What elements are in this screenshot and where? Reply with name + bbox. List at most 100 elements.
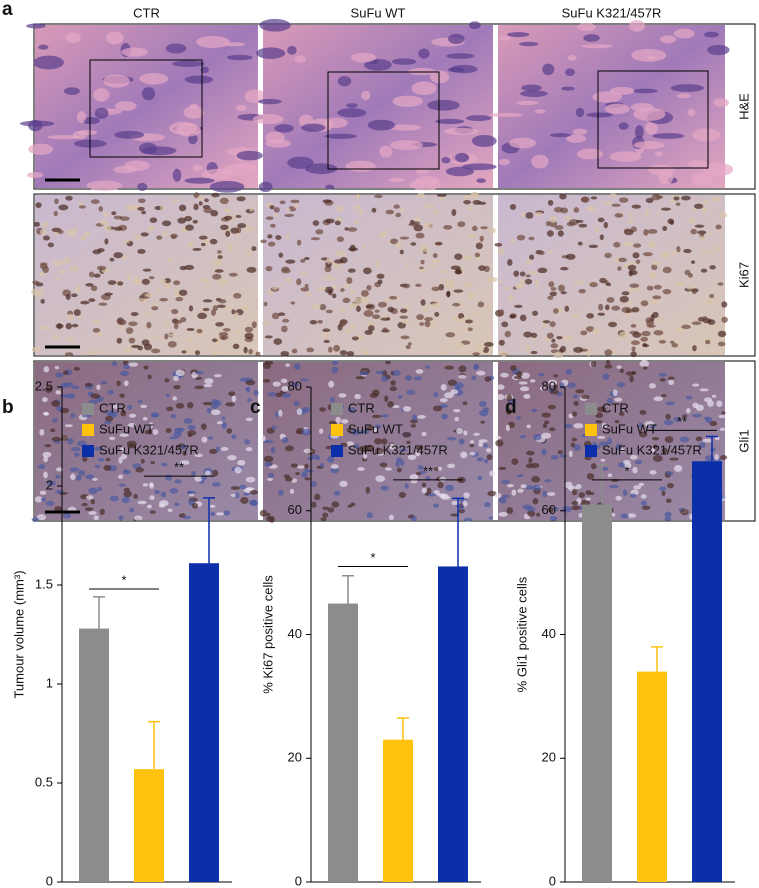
cell	[325, 309, 333, 314]
cell	[38, 464, 46, 470]
cell	[405, 344, 411, 350]
cell	[691, 289, 697, 295]
cell	[236, 226, 242, 234]
cell	[648, 383, 657, 389]
cell	[477, 475, 483, 481]
cell	[457, 221, 466, 228]
cell	[566, 221, 575, 227]
cell	[351, 336, 359, 341]
cell	[488, 112, 523, 117]
cell	[97, 331, 104, 337]
cell	[322, 331, 330, 339]
cell	[342, 297, 351, 304]
cell	[690, 228, 698, 235]
cell	[638, 422, 643, 428]
cell	[471, 375, 477, 381]
cell	[93, 515, 100, 521]
cell	[661, 251, 670, 258]
cell	[353, 205, 361, 210]
cell	[336, 205, 344, 212]
cell	[536, 512, 541, 517]
cell	[317, 319, 323, 324]
cell	[586, 313, 594, 319]
cell	[575, 107, 585, 118]
cell	[521, 212, 526, 218]
cell	[466, 115, 492, 122]
cell	[217, 250, 222, 254]
cell	[301, 471, 308, 478]
cell	[525, 212, 534, 219]
cell	[211, 192, 220, 198]
cell	[608, 321, 618, 328]
cell	[161, 220, 172, 227]
cell	[641, 330, 651, 337]
cell	[75, 475, 82, 481]
cell	[38, 44, 49, 50]
cell	[635, 259, 641, 264]
cell	[141, 312, 152, 317]
cell	[390, 124, 421, 131]
cell	[73, 309, 81, 317]
cell	[328, 380, 335, 388]
cell	[216, 304, 226, 308]
cell	[261, 435, 266, 442]
cell	[114, 130, 145, 139]
cell	[194, 350, 201, 356]
y-tick-label: 60	[542, 502, 556, 517]
cell	[553, 308, 559, 314]
cell	[281, 325, 288, 333]
cell	[453, 289, 464, 293]
cell	[525, 258, 533, 265]
cell	[531, 476, 541, 483]
cell	[553, 506, 559, 512]
cell	[615, 443, 622, 451]
cell	[697, 230, 707, 235]
cell	[392, 405, 400, 409]
cell	[214, 269, 224, 273]
cell	[529, 379, 536, 383]
cell	[300, 258, 306, 263]
cell	[330, 464, 339, 469]
bar	[134, 769, 164, 882]
cell	[191, 502, 199, 509]
cell	[721, 316, 728, 323]
cell	[499, 36, 511, 41]
cell	[487, 490, 497, 497]
error-bar	[148, 720, 160, 770]
cell	[410, 242, 417, 246]
cell	[601, 466, 609, 471]
cell	[120, 256, 128, 260]
cell	[55, 474, 61, 479]
cell	[437, 493, 447, 497]
cell	[192, 164, 203, 172]
cell	[338, 307, 346, 312]
cell	[559, 266, 569, 271]
cell	[566, 382, 576, 388]
cell	[270, 446, 276, 454]
cell	[174, 479, 182, 484]
cell	[415, 283, 422, 287]
cell	[498, 511, 508, 517]
cell	[19, 120, 55, 127]
cell	[653, 396, 663, 402]
cell	[224, 215, 233, 221]
cell	[26, 23, 46, 29]
cell	[121, 453, 128, 460]
cell	[84, 231, 91, 238]
cell	[204, 378, 214, 385]
cell	[400, 460, 405, 466]
cell	[433, 503, 440, 508]
cell	[550, 343, 559, 349]
cell	[173, 322, 179, 330]
error-bar	[651, 646, 663, 672]
cell	[351, 429, 361, 436]
cell	[84, 382, 93, 387]
cell	[590, 463, 597, 470]
cell	[137, 206, 145, 211]
cell	[171, 308, 179, 315]
cell	[213, 374, 222, 378]
cell	[60, 393, 70, 398]
cell	[528, 270, 538, 275]
cell	[90, 393, 101, 399]
